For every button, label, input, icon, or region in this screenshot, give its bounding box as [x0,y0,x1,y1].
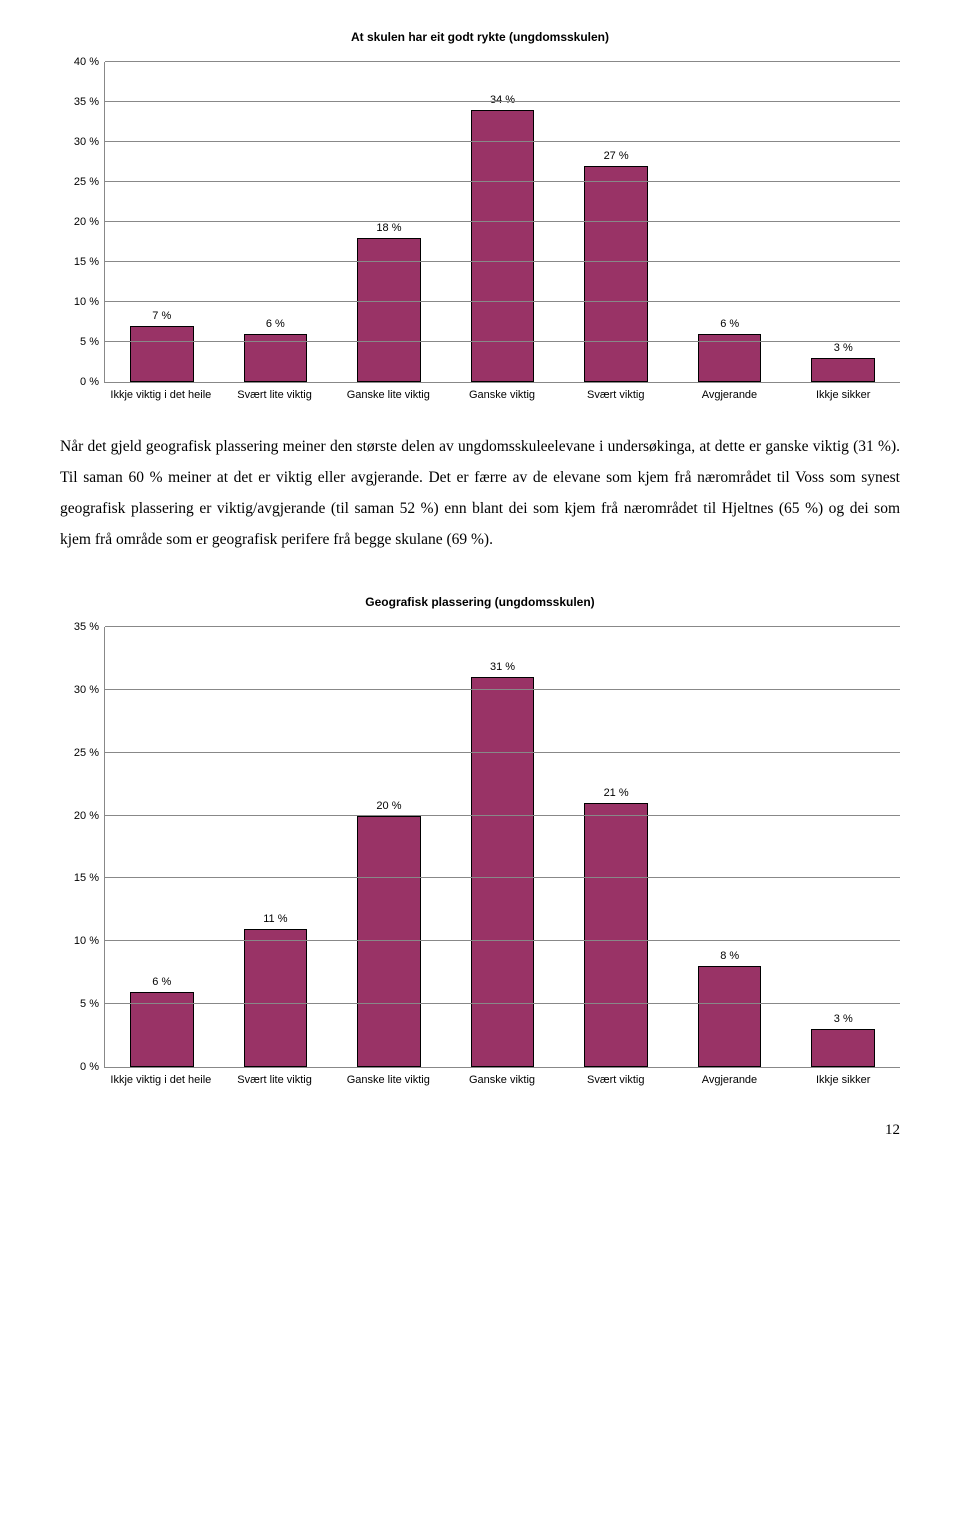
chart-1-bar-value-label: 27 % [559,150,673,162]
chart-2-plot: 6 %11 %20 %31 %21 %8 %3 % 0 %5 %10 %15 %… [104,627,900,1068]
chart-1-xaxis: Ikkje viktig i det heileSvært lite vikti… [104,383,900,401]
chart-2-bar-value-label: 3 % [786,1013,900,1025]
chart-1-bar-value-label: 7 % [105,310,219,322]
chart-2-ytick-label: 15 % [61,872,99,884]
chart-2-bar-slot: 11 % [219,627,333,1067]
chart-1: At skulen har eit godt rykte (ungdomssku… [60,30,900,401]
chart-1-bar-slot: 6 % [219,62,333,382]
chart-2-ytick-label: 30 % [61,684,99,696]
chart-1-bar-value-label: 34 % [446,94,560,106]
chart-2-bar-value-label: 20 % [332,800,446,812]
chart-2-bar-value-label: 21 % [559,787,673,799]
chart-2-xlabel: Avgjerande [673,1068,787,1086]
chart-1-xlabel: Ikkje sikker [786,383,900,401]
chart-1-xlabel: Ikkje viktig i det heile [104,383,218,401]
chart-2-bar-slot: 31 % [446,627,560,1067]
chart-1-title: At skulen har eit godt rykte (ungdomssku… [60,30,900,44]
chart-1-bar [357,238,421,382]
chart-2-xlabel: Svært viktig [559,1068,673,1086]
chart-2-xlabel: Ikkje sikker [786,1068,900,1086]
chart-2-gridline [105,689,900,690]
chart-1-ytick-label: 5 % [61,336,99,348]
chart-1-gridline [105,261,900,262]
chart-1-gridline [105,181,900,182]
chart-1-xlabel: Avgjerande [673,383,787,401]
chart-2-xlabel: Ganske viktig [445,1068,559,1086]
chart-2-gridline [105,877,900,878]
chart-1-gridline [105,341,900,342]
chart-2-gridline [105,752,900,753]
chart-2-bar [471,677,535,1067]
chart-2-bar-slot: 21 % [559,627,673,1067]
chart-2-xlabel: Ganske lite viktig [331,1068,445,1086]
chart-1-bar-slot: 34 % [446,62,560,382]
chart-2-wrap: 6 % 11 % 20 % 31 % 21 % 8 % 3 % 0 % 5 % 10 % 15 %… [60,627,900,1086]
chart-2-bars: 6 % 11 % 20 % 31 % 21 % 8 % 3 % [105,627,900,1067]
chart-2-bar-value-label: 11 % [219,913,333,925]
chart-2-bar [698,966,762,1067]
chart-2-bar-slot: 8 % [673,627,787,1067]
chart-1-bar-value-label: 3 % [786,342,900,354]
chart-1-xlabel: Ganske viktig [445,383,559,401]
body-paragraph: Når det gjeld geografisk plassering mein… [60,431,900,555]
chart-1-xlabel: Svært viktig [559,383,673,401]
chart-2: Geografisk plassering (ungdomsskulen) 6 … [60,595,900,1086]
chart-1-ytick-label: 25 % [61,176,99,188]
chart-1-bar [811,358,875,382]
chart-2-xaxis: Ikkje viktig i det heileSvært lite vikti… [104,1068,900,1086]
chart-2-ytick-label: 20 % [61,810,99,822]
chart-1-bar-slot: 7 % [105,62,219,382]
chart-1-ytick-label: 0 % [61,376,99,388]
page-number: 12 [60,1122,900,1139]
chart-2-gridline [105,626,900,627]
chart-1-bar-slot: 6 % [673,62,787,382]
chart-2-gridline [105,815,900,816]
chart-1-gridline [105,61,900,62]
chart-2-xlabel: Ikkje viktig i det heile [104,1068,218,1086]
chart-2-bar-slot: 6 % [105,627,219,1067]
chart-1-ytick-label: 20 % [61,216,99,228]
chart-1-ytick-label: 10 % [61,296,99,308]
chart-1-gridline [105,221,900,222]
chart-2-ytick-label: 10 % [61,935,99,947]
chart-1-gridline [105,141,900,142]
chart-1-bar [584,166,648,382]
chart-2-bar-value-label: 8 % [673,950,787,962]
chart-2-xlabel: Svært lite viktig [218,1068,332,1086]
chart-2-gridline [105,1003,900,1004]
chart-1-ytick-label: 40 % [61,56,99,68]
chart-1-plot: 7 %6 %18 %34 %27 %6 %3 % 0 %5 %10 %15 %2… [104,62,900,383]
chart-1-wrap: 7 %6 %18 %34 %27 %6 %3 % 0 %5 %10 %15 %2… [60,62,900,401]
chart-2-bar [584,803,648,1067]
chart-2-bar [244,929,308,1067]
chart-2-ytick-label: 0 % [61,1061,99,1073]
chart-1-bar-slot: 18 % [332,62,446,382]
chart-1-ytick-label: 35 % [61,96,99,108]
chart-1-bar-value-label: 18 % [332,222,446,234]
chart-1-bars: 7 %6 %18 %34 %27 %6 %3 % [105,62,900,382]
chart-2-ytick-label: 35 % [61,621,99,633]
chart-2-bar-slot: 20 % [332,627,446,1067]
chart-2-bar-value-label: 31 % [446,661,560,673]
chart-1-bar-slot: 3 % [786,62,900,382]
chart-2-title: Geografisk plassering (ungdomsskulen) [60,595,900,609]
chart-2-ytick-label: 25 % [61,747,99,759]
chart-2-bar-slot: 3 % [786,627,900,1067]
chart-1-gridline [105,101,900,102]
chart-2-bar-value-label: 6 % [105,976,219,988]
chart-1-bar-slot: 27 % [559,62,673,382]
chart-2-gridline [105,940,900,941]
chart-1-bar-value-label: 6 % [219,318,333,330]
chart-1-ytick-label: 30 % [61,136,99,148]
chart-1-bar-value-label: 6 % [673,318,787,330]
chart-1-xlabel: Ganske lite viktig [331,383,445,401]
chart-1-bar [130,326,194,382]
chart-1-gridline [105,301,900,302]
chart-2-bar [811,1029,875,1067]
chart-1-ytick-label: 15 % [61,256,99,268]
chart-2-ytick-label: 5 % [61,998,99,1010]
chart-1-xlabel: Svært lite viktig [218,383,332,401]
